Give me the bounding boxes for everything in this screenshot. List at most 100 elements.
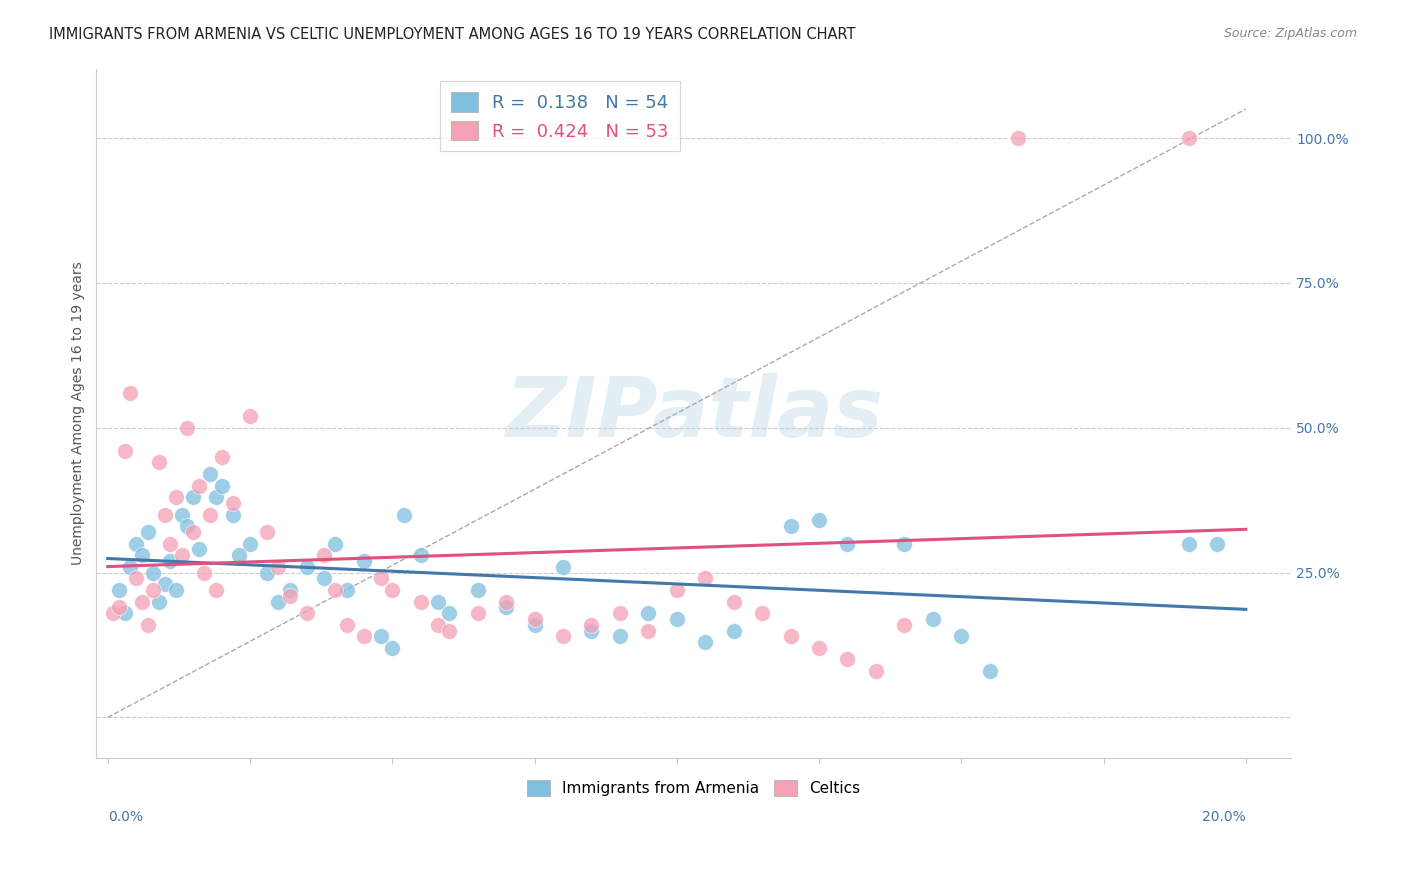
Point [609, 606, 631, 620]
Point [198, 467, 221, 481]
Point [142, 566, 165, 580]
Point [222, 496, 245, 510]
Point [256, 566, 278, 580]
Point [1178, 536, 1201, 550]
Point [211, 450, 233, 464]
Point [437, 606, 460, 620]
Point [267, 559, 290, 574]
Point [165, 490, 187, 504]
Point [581, 617, 603, 632]
Point [523, 617, 546, 632]
Point [181, 490, 204, 504]
Point [1178, 131, 1201, 145]
Point [979, 664, 1001, 678]
Point [312, 571, 335, 585]
Point [779, 629, 801, 643]
Point [893, 536, 915, 550]
Point [353, 554, 375, 568]
Point [222, 508, 245, 522]
Text: 0.0%: 0.0% [108, 810, 143, 823]
Point [695, 635, 717, 649]
Point [751, 606, 773, 620]
Point [136, 617, 159, 632]
Point [409, 594, 432, 608]
Point [723, 624, 745, 638]
Point [278, 589, 301, 603]
Point [325, 582, 347, 597]
Legend: Immigrants from Armenia, Celtics: Immigrants from Armenia, Celtics [520, 774, 868, 802]
Point [228, 548, 250, 562]
Point [165, 582, 187, 597]
Point [325, 536, 347, 550]
Point [159, 554, 181, 568]
Point [779, 519, 801, 533]
Point [426, 617, 449, 632]
Point [370, 571, 392, 585]
Point [103, 606, 125, 620]
Point [665, 612, 688, 626]
Point [148, 594, 170, 608]
Point [125, 571, 148, 585]
Point [312, 548, 335, 562]
Point [437, 624, 460, 638]
Point [256, 524, 278, 539]
Point [381, 640, 404, 655]
Point [295, 606, 318, 620]
Point [523, 612, 546, 626]
Point [581, 624, 603, 638]
Point [205, 490, 228, 504]
Point [495, 594, 517, 608]
Point [609, 629, 631, 643]
Point [837, 652, 859, 666]
Point [176, 421, 198, 435]
Point [723, 594, 745, 608]
Point [893, 617, 915, 632]
Point [467, 582, 489, 597]
Text: 20.0%: 20.0% [1202, 810, 1246, 823]
Point [211, 478, 233, 492]
Point [125, 536, 148, 550]
Y-axis label: Unemployment Among Ages 16 to 19 years: Unemployment Among Ages 16 to 19 years [72, 261, 86, 566]
Point [170, 548, 193, 562]
Point [392, 508, 415, 522]
Point [278, 582, 301, 597]
Text: Source: ZipAtlas.com: Source: ZipAtlas.com [1223, 27, 1357, 40]
Point [865, 664, 887, 678]
Point [267, 594, 290, 608]
Point [551, 559, 574, 574]
Point [142, 582, 165, 597]
Point [198, 508, 221, 522]
Point [837, 536, 859, 550]
Point [176, 519, 198, 533]
Point [114, 443, 136, 458]
Point [159, 536, 181, 550]
Point [370, 629, 392, 643]
Text: IMMIGRANTS FROM ARMENIA VS CELTIC UNEMPLOYMENT AMONG AGES 16 TO 19 YEARS CORRELA: IMMIGRANTS FROM ARMENIA VS CELTIC UNEMPL… [49, 27, 856, 42]
Point [495, 600, 517, 615]
Point [551, 629, 574, 643]
Point [193, 566, 215, 580]
Point [353, 629, 375, 643]
Point [295, 559, 318, 574]
Point [120, 386, 142, 401]
Point [665, 582, 688, 597]
Point [336, 617, 359, 632]
Point [426, 594, 449, 608]
Point [695, 571, 717, 585]
Point [153, 577, 176, 591]
Text: ZIPatlas: ZIPatlas [505, 373, 883, 454]
Point [205, 582, 228, 597]
Point [239, 409, 262, 424]
Point [239, 536, 262, 550]
Point [409, 548, 432, 562]
Point [1007, 131, 1029, 145]
Point [181, 524, 204, 539]
Point [114, 606, 136, 620]
Point [336, 582, 359, 597]
Point [131, 594, 153, 608]
Point [136, 524, 159, 539]
Point [187, 478, 209, 492]
Point [131, 548, 153, 562]
Point [1206, 536, 1229, 550]
Point [108, 600, 131, 615]
